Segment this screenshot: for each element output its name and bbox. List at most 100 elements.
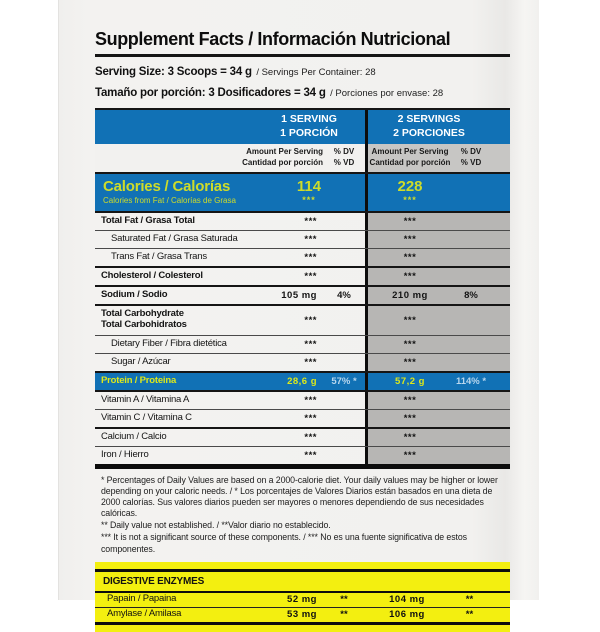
calories-col2: 228 (397, 178, 423, 196)
col2-group: 57,2 g 114% * (365, 372, 510, 390)
enzyme-row-amylase: Amylase / Amilasa 53 mg ** 106 mg ** (95, 608, 510, 622)
calories-from-fat-label: Calories from Fat / Calorías de Grasa (103, 196, 236, 206)
col1-header-es: 1 PORCIÓN (280, 126, 338, 139)
calories-col1: 114 (296, 178, 322, 196)
nutrient-row-iron: Iron / Hierro *** *** (95, 445, 510, 464)
amount-col2: *** (403, 394, 417, 406)
dv-col1: 57% * (331, 375, 357, 387)
serving-columns-header: 1 SERVING 1 PORCIÓN 2 SERVINGS 2 PORCION… (95, 107, 510, 144)
column-header-2-servings: 2 SERVINGS 2 PORCIONES (368, 113, 490, 140)
enzymes-top-rule (95, 568, 510, 572)
nutrient-row-sugar: Sugar / Azúcar *** *** (95, 352, 510, 371)
amount-col1: *** (304, 270, 317, 282)
bottom-rule (95, 463, 510, 469)
servings-per-container-en: / Servings Per Container: 28 (256, 67, 376, 78)
nutrient-label: Trans Fat / Grasa Trans (111, 250, 207, 262)
amount-col1: *** (304, 431, 317, 443)
amount-col2: 106 mg (389, 609, 425, 621)
nutrient-label: Total Fat / Grasa Total (101, 214, 195, 226)
nutrient-label: Sodium / Sodio (101, 288, 168, 300)
servings-per-container-es: / Porciones por envase: 28 (330, 87, 444, 99)
col2-group: *** (365, 409, 510, 427)
column-header-1-serving: 1 SERVING 1 PORCIÓN (253, 113, 365, 140)
amount-col1: 105 mg (281, 289, 317, 301)
digestive-enzymes-section: DIGESTIVE ENZYMES Papain / Papaina 52 mg… (95, 561, 510, 632)
dv-col1: ** (340, 609, 348, 621)
dv-header-col2: % DV % VD (452, 147, 490, 168)
amount-col2: *** (403, 251, 417, 263)
nutrient-label: Vitamin C / Vitamina C (101, 411, 192, 423)
serving-size-line-es: Tamaño por porción: 3 Dosificadores = 34… (95, 82, 510, 103)
serving-size-es: Tamaño por porción: 3 Dosificadores = 34… (95, 86, 326, 99)
dv-en-col1: % DV (333, 147, 355, 157)
aps-en-col1: Amount Per Serving (246, 147, 323, 157)
col2-header-en: 2 SERVINGS (397, 112, 461, 125)
amount-col2: 210 mg (392, 289, 428, 301)
column-header-2-servings-group: 2 SERVINGS 2 PORCIONES (365, 109, 510, 144)
amount-per-serving-header-col1: Amount Per Serving Cantidad por porción (237, 147, 323, 168)
nutrient-row-dietary-fiber: Dietary Fiber / Fibra dietética *** *** (95, 334, 510, 353)
amount-col2: *** (403, 233, 417, 245)
nutrient-label: Sugar / Azúcar (111, 355, 171, 367)
col2-group: *** (365, 248, 510, 266)
footnote-not-significant-source: *** It is not a significant source of th… (101, 532, 467, 554)
enzymes-header: DIGESTIVE ENZYMES (103, 575, 205, 587)
footnote-dv-not-established: ** Daily value not established. / **Valo… (101, 520, 331, 531)
amount-col2: *** (403, 431, 417, 443)
col2-header-es: 2 PORCIONES (393, 126, 465, 139)
col2-group: *** (365, 230, 510, 248)
calories-label-block: Calories / Calorías Calories from Fat / … (95, 177, 253, 206)
col2-group: 210 mg 8% (365, 286, 510, 304)
nutrient-row-vitamin-a: Vitamin A / Vitamina A *** *** (95, 389, 510, 409)
serving-info: Serving Size: 3 Scoops = 34 g / Servings… (95, 57, 510, 108)
amount-col1: *** (304, 251, 317, 263)
col1-header-en: 1 SERVING (281, 112, 337, 125)
col2-group: 106 mg ** (365, 608, 510, 622)
col2-group: *** (365, 446, 510, 464)
amount-col1: 53 mg (287, 609, 317, 621)
amount-col2: *** (403, 412, 417, 424)
calories-from-fat-col2: *** (403, 195, 417, 206)
nutrient-label: Calcium / Calcio (101, 430, 167, 442)
dv-col1: 4% (337, 289, 351, 301)
dv-col2: 114% * (455, 375, 487, 387)
panel-title: Supplement Facts / Información Nutricion… (95, 29, 451, 49)
amount-col2: *** (403, 449, 417, 461)
calories-label: Calories / Calorías (103, 177, 231, 195)
amount-col1: *** (304, 394, 317, 406)
nutrient-row-protein: Protein / Proteina 28,6 g 57% * 57,2 g 1… (95, 370, 510, 390)
footnotes: * Percentages of Daily Values are based … (95, 469, 510, 555)
serving-size-line-en: Serving Size: 3 Scoops = 34 g / Servings… (95, 61, 510, 82)
enzymes-top-strip (95, 562, 510, 569)
aps-es-col1: Cantidad por porción (242, 157, 323, 167)
nutrient-row-calcium: Calcium / Calcio *** *** (95, 426, 510, 446)
title-rule (95, 54, 510, 57)
nutrient-row-sodium: Sodium / Sodio 105 mg 4% 210 mg 8% (95, 284, 510, 304)
dv-col2: ** (465, 609, 474, 621)
subheader-col2-group: Amount Per Serving Cantidad por porción … (365, 143, 510, 172)
dv-es-col2: % VD (460, 157, 482, 167)
amount-col2: *** (403, 356, 417, 368)
dv-en-col2: % DV (460, 147, 482, 157)
nutrient-row-trans-fat: Trans Fat / Grasa Trans *** *** (95, 247, 510, 266)
nutrient-row-total-fat: Total Fat / Grasa Total *** *** (95, 210, 510, 230)
calories-value-col2-group: 228 *** (365, 173, 510, 211)
nutrient-label: Cholesterol / Colesterol (101, 269, 203, 281)
amount-col2: 57,2 g (395, 375, 425, 387)
amount-col1: 28,6 g (287, 375, 317, 387)
nutrient-row-cholesterol: Cholesterol / Colesterol *** *** (95, 265, 510, 285)
nutrient-label: Saturated Fat / Grasa Saturada (111, 232, 238, 244)
aps-en-col2: Amount Per Serving (371, 147, 449, 157)
col2-group: *** (365, 428, 510, 446)
nutrient-label: Iron / Hierro (101, 448, 149, 460)
supplement-facts-panel: Supplement Facts / Información Nutricion… (95, 0, 510, 632)
enzymes-bottom-strip (95, 625, 510, 632)
label-sheet: Supplement Facts / Información Nutricion… (58, 0, 539, 632)
aps-es-col2: Cantidad por porción (369, 157, 451, 167)
nutrient-label: Protein / Proteina (101, 374, 177, 386)
nutrient-row-vitamin-c: Vitamin C / Vitamina C *** *** (95, 408, 510, 427)
col2-group: *** (365, 335, 510, 353)
amount-col1: *** (304, 412, 317, 424)
enzyme-label: Amylase / Amilasa (107, 608, 182, 620)
amount-per-serving-header-col2: Amount Per Serving Cantidad por porción (368, 147, 452, 168)
